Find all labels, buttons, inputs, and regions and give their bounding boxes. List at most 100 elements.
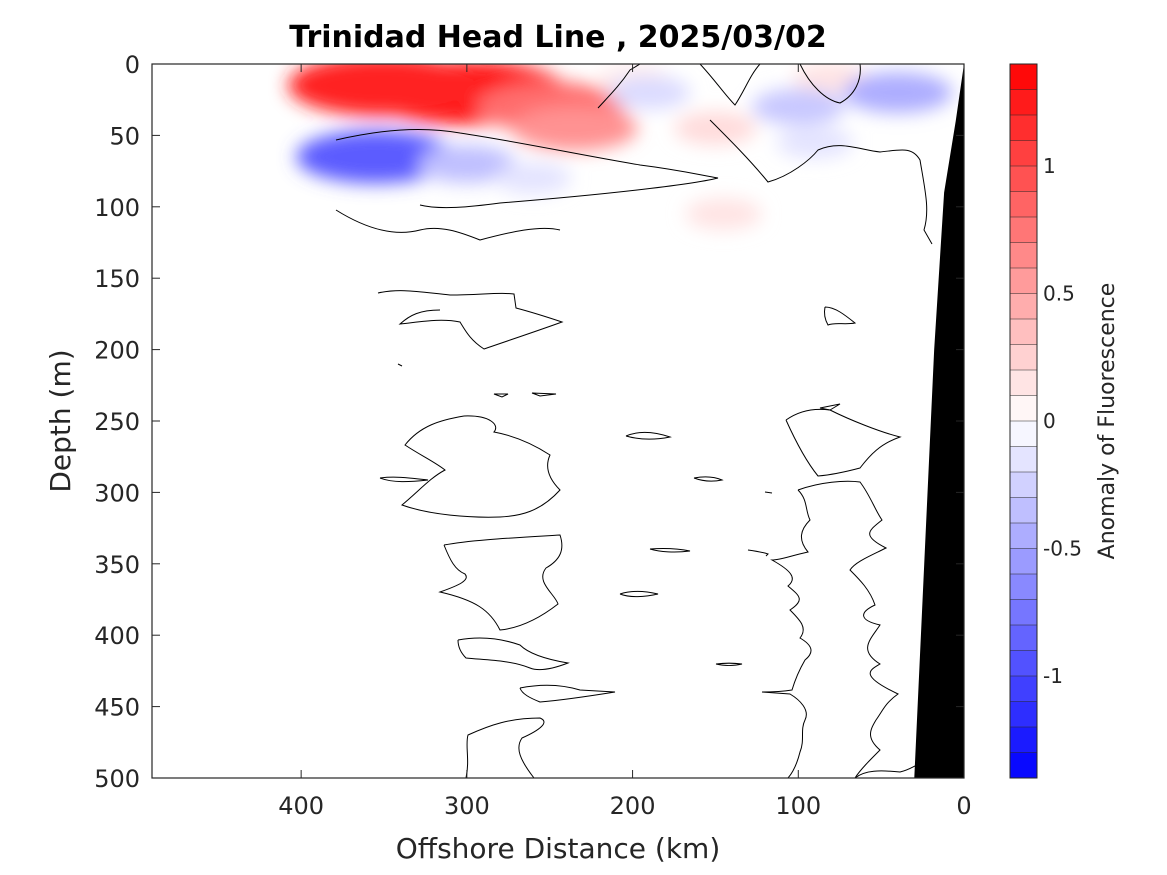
colorbar-segment xyxy=(1010,268,1037,294)
contour-line xyxy=(377,290,564,350)
colorbar-tick-label: 0.5 xyxy=(1043,282,1075,306)
y-tick-label: 450 xyxy=(94,694,140,722)
colorbar-segment xyxy=(1010,599,1037,626)
y-tick-label: 400 xyxy=(94,622,140,650)
colorbar-segment xyxy=(1010,217,1037,243)
colorbar-segment xyxy=(1010,676,1037,702)
colorbar-segment xyxy=(1010,344,1037,371)
chart-title: Trinidad Head Line , 2025/03/02 xyxy=(289,20,826,55)
anomaly-region xyxy=(296,130,456,184)
x-tick-label: 0 xyxy=(956,792,971,820)
contour-line xyxy=(457,637,570,671)
contour-line xyxy=(715,662,743,666)
plot-area xyxy=(151,63,965,779)
colorbar-segment xyxy=(1010,370,1037,396)
x-tick-label: 200 xyxy=(610,792,656,820)
contour-line xyxy=(335,128,719,209)
contour-line xyxy=(761,489,812,778)
contour-line xyxy=(401,415,561,518)
colorbar-segment xyxy=(1010,395,1037,422)
anomaly-region xyxy=(288,64,480,117)
colorbar-segment xyxy=(1010,752,1037,779)
anomaly-region xyxy=(751,88,845,126)
x-tick-label: 400 xyxy=(278,792,324,820)
contour-line xyxy=(797,480,899,778)
contour-lines xyxy=(335,64,933,778)
contour-line xyxy=(709,119,933,245)
y-tick-label: 300 xyxy=(94,479,140,507)
colorbar-tick-label: -0.5 xyxy=(1043,537,1082,561)
colorbar-segment xyxy=(1010,191,1037,218)
colorbar-segment xyxy=(1010,472,1037,498)
y-tick-label: 0 xyxy=(125,51,140,79)
colorbar-segment xyxy=(1010,548,1037,575)
y-tick-label: 150 xyxy=(94,265,140,293)
colorbar-segment xyxy=(1010,574,1037,600)
contour-line xyxy=(335,209,561,241)
colorbar-segment xyxy=(1010,293,1037,320)
anomaly-region xyxy=(776,126,854,159)
contour-line xyxy=(747,549,769,557)
colorbar-label: Anomaly of Fluorescence xyxy=(1095,283,1120,560)
x-tick-label: 100 xyxy=(775,792,821,820)
contour-line xyxy=(625,431,672,440)
contour-line xyxy=(379,476,429,483)
colorbar-segment xyxy=(1010,319,1037,345)
contour-line xyxy=(785,408,902,477)
colorbar-segment xyxy=(1010,727,1037,753)
colorbar-segment xyxy=(1010,421,1037,447)
y-tick-label: 250 xyxy=(94,408,140,436)
contour-line xyxy=(397,363,403,367)
anomaly-fill-layer xyxy=(288,64,953,231)
colorbar-segment xyxy=(1010,242,1037,269)
contour-line xyxy=(519,684,616,703)
contour-line xyxy=(619,590,659,598)
y-tick-label: 50 xyxy=(109,122,140,150)
colorbar-segment xyxy=(1010,115,1037,141)
contour-line xyxy=(699,64,761,106)
x-axis: 400 300 200 100 0 xyxy=(278,64,972,820)
colorbar-frame xyxy=(1009,63,1038,779)
colorbar-segment xyxy=(1010,446,1037,473)
anomaly-region xyxy=(685,197,762,231)
colorbar-segment xyxy=(1010,650,1037,677)
y-tick-label: 500 xyxy=(94,765,140,793)
colorbar-segment xyxy=(1010,701,1037,728)
seafloor-mask xyxy=(914,64,964,778)
contour-line xyxy=(438,534,563,631)
colorbar-segment xyxy=(1010,166,1037,192)
colorbar-segment xyxy=(1010,64,1037,90)
contour-line xyxy=(693,476,724,482)
colorbar: -1 -0.5 0 0.5 1 xyxy=(1009,63,1082,779)
anomaly-region xyxy=(494,162,572,195)
colorbar-tick-label: 0 xyxy=(1043,409,1056,433)
x-tick-label: 300 xyxy=(444,792,490,820)
contour-line xyxy=(493,393,509,398)
contour-line xyxy=(649,548,691,553)
colorbar-segment xyxy=(1010,89,1037,116)
colorbar-segment xyxy=(1010,497,1037,524)
y-tick-label: 350 xyxy=(94,551,140,579)
anomaly-region xyxy=(511,105,638,151)
contour-line xyxy=(823,306,857,326)
y-axis: 0 50 100 150 200 250 300 350 400 450 500 xyxy=(94,51,964,793)
contour-line xyxy=(465,717,545,778)
colorbar-segment xyxy=(1010,140,1037,167)
colorbar-tick-label: 1 xyxy=(1043,154,1056,178)
colorbar-segment xyxy=(1010,523,1037,549)
anomaly-region xyxy=(608,75,691,110)
y-tick-label: 200 xyxy=(94,337,140,365)
contour-line xyxy=(764,491,773,494)
anomaly-region xyxy=(674,111,757,146)
colorbar-tick-label: -1 xyxy=(1043,664,1063,688)
anomaly-region xyxy=(417,145,517,183)
y-tick-label: 100 xyxy=(94,194,140,222)
colorbar-segment xyxy=(1010,625,1037,651)
contour-line xyxy=(531,392,557,397)
x-axis-label: Offshore Distance (km) xyxy=(396,832,721,865)
y-axis-label: Depth (m) xyxy=(44,349,77,492)
anomaly-region xyxy=(842,72,953,113)
contour-line xyxy=(597,64,641,109)
contour-line xyxy=(799,64,861,104)
